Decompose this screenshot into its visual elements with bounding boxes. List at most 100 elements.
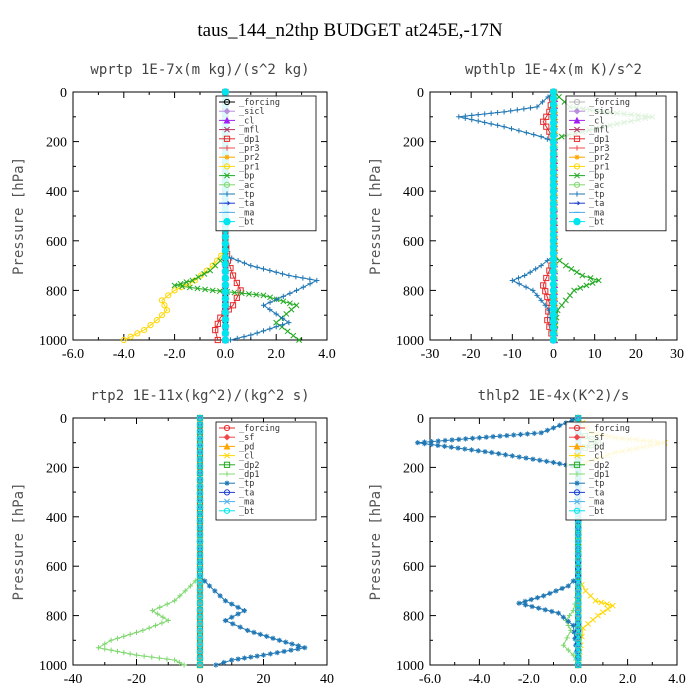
data-point [264, 633, 270, 639]
data-point [562, 262, 569, 269]
legend-marker [574, 201, 581, 206]
data-point [196, 634, 204, 641]
data-point [209, 287, 216, 294]
legend-marker [574, 145, 580, 151]
data-point [489, 449, 495, 456]
data-point [549, 323, 558, 332]
data-point [415, 440, 421, 446]
data-point [469, 435, 476, 441]
data-point [196, 442, 204, 449]
data-point [253, 291, 260, 298]
y-axis-label: Pressure [hPa] [11, 482, 27, 600]
data-point [206, 583, 213, 589]
data-point [528, 596, 534, 603]
x-tick-label: -30 [421, 347, 440, 362]
data-point [238, 290, 245, 297]
legend-marker [573, 424, 581, 432]
data-point [102, 641, 108, 647]
y-tick-label: 1000 [396, 659, 424, 674]
y-axis-label: Pressure [hPa] [11, 157, 27, 275]
data-point [217, 288, 223, 295]
data-point [575, 612, 582, 619]
data-point [149, 608, 155, 614]
data-point [558, 133, 565, 140]
legend-label: _pd [589, 442, 604, 452]
data-point [260, 652, 267, 658]
legend-marker [573, 116, 581, 124]
data-point [570, 622, 576, 629]
legend-label: _tp [589, 190, 604, 200]
data-point [592, 597, 599, 604]
legend-label: _sicl [239, 107, 265, 117]
data-point [212, 262, 219, 269]
data-point [192, 578, 198, 584]
legend-marker [574, 172, 580, 179]
data-point [575, 581, 582, 588]
x-tick-label: 30 [670, 347, 684, 362]
legend-marker [223, 442, 231, 450]
data-point [549, 230, 558, 239]
data-point [302, 645, 308, 651]
x-tick-label: -10 [503, 347, 522, 362]
data-point [196, 504, 204, 511]
y-tick-label: 200 [403, 461, 424, 476]
data-point [549, 608, 555, 615]
data-point [462, 115, 468, 121]
data-point [222, 598, 228, 604]
data-point [221, 294, 230, 303]
data-point [160, 614, 166, 620]
data-point [508, 108, 514, 114]
data-point [516, 281, 522, 287]
legend-label: _dp1 [589, 135, 609, 145]
data-point [549, 311, 558, 319]
data-point [196, 552, 204, 559]
data-point [530, 456, 536, 462]
data-point [575, 637, 582, 644]
data-point [286, 272, 292, 279]
legend-label: _ma [589, 498, 604, 508]
legend-label: _pr2 [589, 153, 609, 163]
data-point [516, 454, 522, 460]
data-point [217, 593, 223, 599]
data-point [579, 272, 586, 279]
data-point [488, 110, 494, 116]
legend-marker [223, 163, 231, 170]
chart-title: thlp2 1E-4x(K^2)/s [478, 388, 630, 404]
x-tick-label: -6.0 [62, 347, 84, 362]
legend-marker [574, 498, 580, 505]
data-point [549, 131, 558, 140]
data-point [288, 647, 294, 653]
legend-label: _cl [589, 116, 604, 126]
y-tick-label: 1000 [39, 659, 67, 674]
x-tick-label: 4.0 [668, 672, 686, 687]
data-point [475, 112, 481, 118]
legend-label: _forcing [589, 98, 630, 108]
data-point [221, 308, 230, 317]
data-point [490, 434, 496, 440]
data-point [544, 258, 550, 264]
data-point [475, 448, 481, 454]
legend-marker [223, 507, 231, 514]
legend-label: _ta [589, 488, 604, 498]
data-point [587, 275, 594, 281]
legend-marker [573, 461, 581, 468]
data-point [235, 258, 241, 264]
data-point [501, 109, 507, 115]
data-point [196, 449, 204, 456]
data-point [196, 613, 204, 621]
legend-label: _sicl [589, 107, 615, 117]
data-point [534, 292, 540, 298]
data-point [565, 618, 571, 624]
data-point [177, 593, 183, 599]
data-point [165, 617, 171, 624]
data-point [229, 255, 235, 261]
data-point [488, 121, 494, 127]
data-point [235, 611, 241, 617]
data-point [196, 586, 204, 593]
data-point [267, 299, 273, 305]
data-point [482, 449, 488, 455]
data-point [572, 601, 578, 607]
data-point [575, 624, 582, 632]
data-point [229, 302, 237, 309]
data-point [254, 653, 260, 659]
